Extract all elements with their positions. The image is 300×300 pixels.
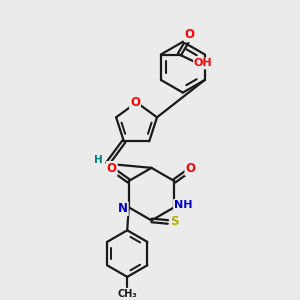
Text: N: N: [118, 202, 128, 215]
Text: OH: OH: [194, 58, 213, 68]
Text: O: O: [130, 96, 140, 109]
Text: O: O: [185, 162, 195, 175]
Text: O: O: [107, 162, 117, 175]
Text: NH: NH: [174, 200, 193, 210]
Text: H: H: [94, 155, 102, 165]
Text: CH₃: CH₃: [117, 289, 137, 299]
Text: S: S: [170, 215, 179, 228]
Text: O: O: [185, 28, 195, 41]
